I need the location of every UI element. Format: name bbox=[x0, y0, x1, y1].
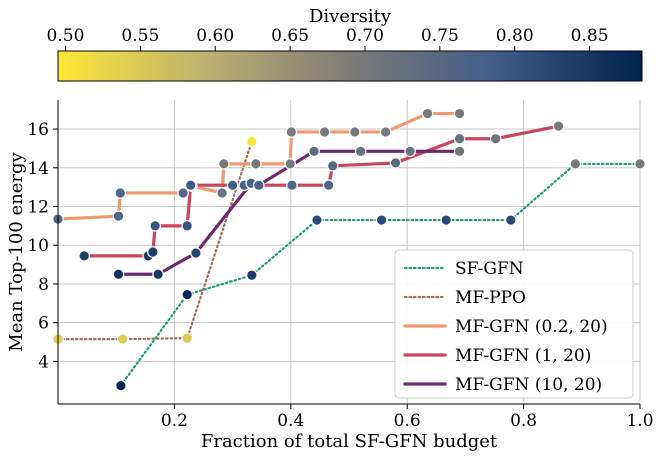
x-tick-label: 0.6 bbox=[394, 411, 421, 431]
colorbar-tick-label: 0.50 bbox=[47, 26, 85, 46]
data-point-mf-gfn-0-2-20 bbox=[285, 126, 298, 138]
data-point-mf-gfn-0-2-20 bbox=[453, 107, 466, 120]
y-tick-label: 10 bbox=[27, 236, 49, 256]
colorbar-tick-label: 0.60 bbox=[196, 26, 234, 46]
series-line-mf-ppo bbox=[56, 140, 253, 341]
data-point-mf-gfn-10-20 bbox=[112, 268, 125, 281]
data-point-mf-gfn-10-20 bbox=[152, 268, 164, 281]
data-point-mf-gfn-0-2-20 bbox=[216, 187, 228, 199]
data-point-mf-gfn-1-20 bbox=[78, 250, 90, 262]
data-point-mf-gfn-10-20 bbox=[354, 145, 367, 158]
y-tick-label: 8 bbox=[38, 275, 49, 295]
colorbar-tick-label: 0.80 bbox=[496, 26, 534, 46]
series-line-mf-gfn-1-20 bbox=[82, 124, 561, 258]
data-point-sf-gfn bbox=[634, 158, 646, 170]
colorbar: Diversity 0.50 0.55 0.60 0.65 0.70 0.75 0.80 0.… bbox=[47, 6, 643, 82]
data-point-mf-gfn-1-20 bbox=[389, 157, 402, 169]
data-point-mf-gfn-1-20 bbox=[489, 132, 502, 145]
data-point-sf-gfn bbox=[504, 214, 517, 226]
legend-label-mf-gfn-0-2-20: MF-GFN (0.2, 20) bbox=[455, 317, 608, 337]
colorbar-tick-label: 0.65 bbox=[271, 26, 309, 46]
data-point-mf-ppo bbox=[181, 332, 194, 344]
data-point-mf-gfn-10-20 bbox=[453, 145, 466, 158]
x-tick-label: 0.8 bbox=[510, 411, 537, 431]
x-axis-label: Fraction of total SF-GFN budget bbox=[201, 431, 498, 452]
data-point-mf-gfn-1-20 bbox=[453, 132, 466, 145]
data-point-mf-gfn-0-2-20 bbox=[112, 210, 125, 222]
data-point-mf-gfn-10-20 bbox=[190, 247, 202, 259]
y-tick-label: 4 bbox=[38, 352, 49, 372]
legend-label-mf-ppo: MF-PPO bbox=[455, 288, 526, 308]
data-point-mf-gfn-1-20 bbox=[226, 179, 239, 191]
data-point-mf-gfn-1-20 bbox=[326, 160, 339, 172]
data-point-mf-gfn-1-20 bbox=[147, 246, 159, 258]
data-point-sf-gfn bbox=[181, 288, 194, 301]
data-point-mf-gfn-0-2-20 bbox=[114, 187, 127, 199]
data-point-mf-gfn-1-20 bbox=[552, 120, 565, 132]
y-tick-label: 12 bbox=[27, 197, 49, 217]
data-point-mf-gfn-0-2-20 bbox=[379, 126, 392, 138]
y-tick-label: 6 bbox=[38, 314, 49, 334]
legend-label-mf-gfn-10-20: MF-GFN (10, 20) bbox=[455, 375, 602, 395]
data-point-mf-gfn-10-20 bbox=[308, 145, 320, 158]
data-point-mf-gfn-0-2-20 bbox=[218, 158, 230, 170]
data-point-sf-gfn bbox=[115, 379, 127, 392]
data-point-sf-gfn bbox=[569, 158, 582, 170]
colorbar-tick-label: 0.85 bbox=[571, 26, 609, 46]
data-point-mf-gfn-1-20 bbox=[322, 179, 335, 191]
colorbar-tick-label: 0.75 bbox=[421, 26, 459, 46]
legend-box bbox=[394, 249, 634, 399]
x-tick-label: 0.4 bbox=[277, 411, 304, 431]
data-point-mf-gfn-0-2-20 bbox=[284, 158, 297, 170]
data-point-mf-gfn-0-2-20 bbox=[318, 126, 331, 138]
data-point-mf-ppo bbox=[116, 333, 129, 345]
data-point-mf-gfn-10-20 bbox=[404, 145, 416, 158]
data-points bbox=[52, 107, 646, 392]
legend-label-mf-gfn-1-20: MF-GFN (1, 20) bbox=[455, 346, 591, 366]
data-point-mf-gfn-1-20 bbox=[149, 220, 161, 232]
y-tick-label: 16 bbox=[27, 120, 49, 140]
y-tick-label: 14 bbox=[27, 159, 49, 179]
legend: SF-GFN MF-PPO MF-GFN (0.2, 20) MF-GFN (1, 2… bbox=[394, 249, 634, 399]
x-axis-ticks: 0.2 0.4 0.6 0.8 1.0 bbox=[161, 404, 654, 431]
x-tick-label: 1.0 bbox=[626, 411, 653, 431]
colorbar-gradient bbox=[57, 50, 643, 82]
data-point-mf-gfn-0-2-20 bbox=[349, 126, 361, 138]
data-point-mf-ppo bbox=[246, 135, 258, 148]
data-point-mf-gfn-1-20 bbox=[181, 220, 194, 232]
colorbar-tick-label: 0.70 bbox=[346, 26, 384, 46]
data-point-mf-gfn-1-20 bbox=[286, 179, 298, 191]
colorbar-ticks: 0.50 0.55 0.60 0.65 0.70 0.75 0.80 0.85 bbox=[47, 26, 609, 51]
data-point-mf-gfn-10-20 bbox=[252, 179, 265, 191]
data-point-sf-gfn bbox=[311, 214, 323, 226]
colorbar-tick-label: 0.55 bbox=[121, 26, 159, 46]
legend-label-sf-gfn: SF-GFN bbox=[455, 259, 524, 279]
data-point-sf-gfn bbox=[375, 214, 388, 226]
y-axis-label: Mean Top-100 energy bbox=[6, 151, 27, 351]
data-point-mf-gfn-0-2-20 bbox=[250, 158, 262, 170]
x-tick-label: 0.2 bbox=[161, 411, 188, 431]
data-point-sf-gfn bbox=[440, 214, 452, 226]
y-axis-ticks: 4 6 8 10 12 14 16 bbox=[27, 120, 58, 372]
data-point-sf-gfn bbox=[246, 269, 258, 282]
colorbar-label: Diversity bbox=[309, 6, 392, 27]
data-point-mf-gfn-0-2-20 bbox=[177, 187, 189, 199]
data-point-mf-gfn-0-2-20 bbox=[421, 107, 434, 120]
data-point-mf-gfn-1-20 bbox=[184, 179, 197, 191]
